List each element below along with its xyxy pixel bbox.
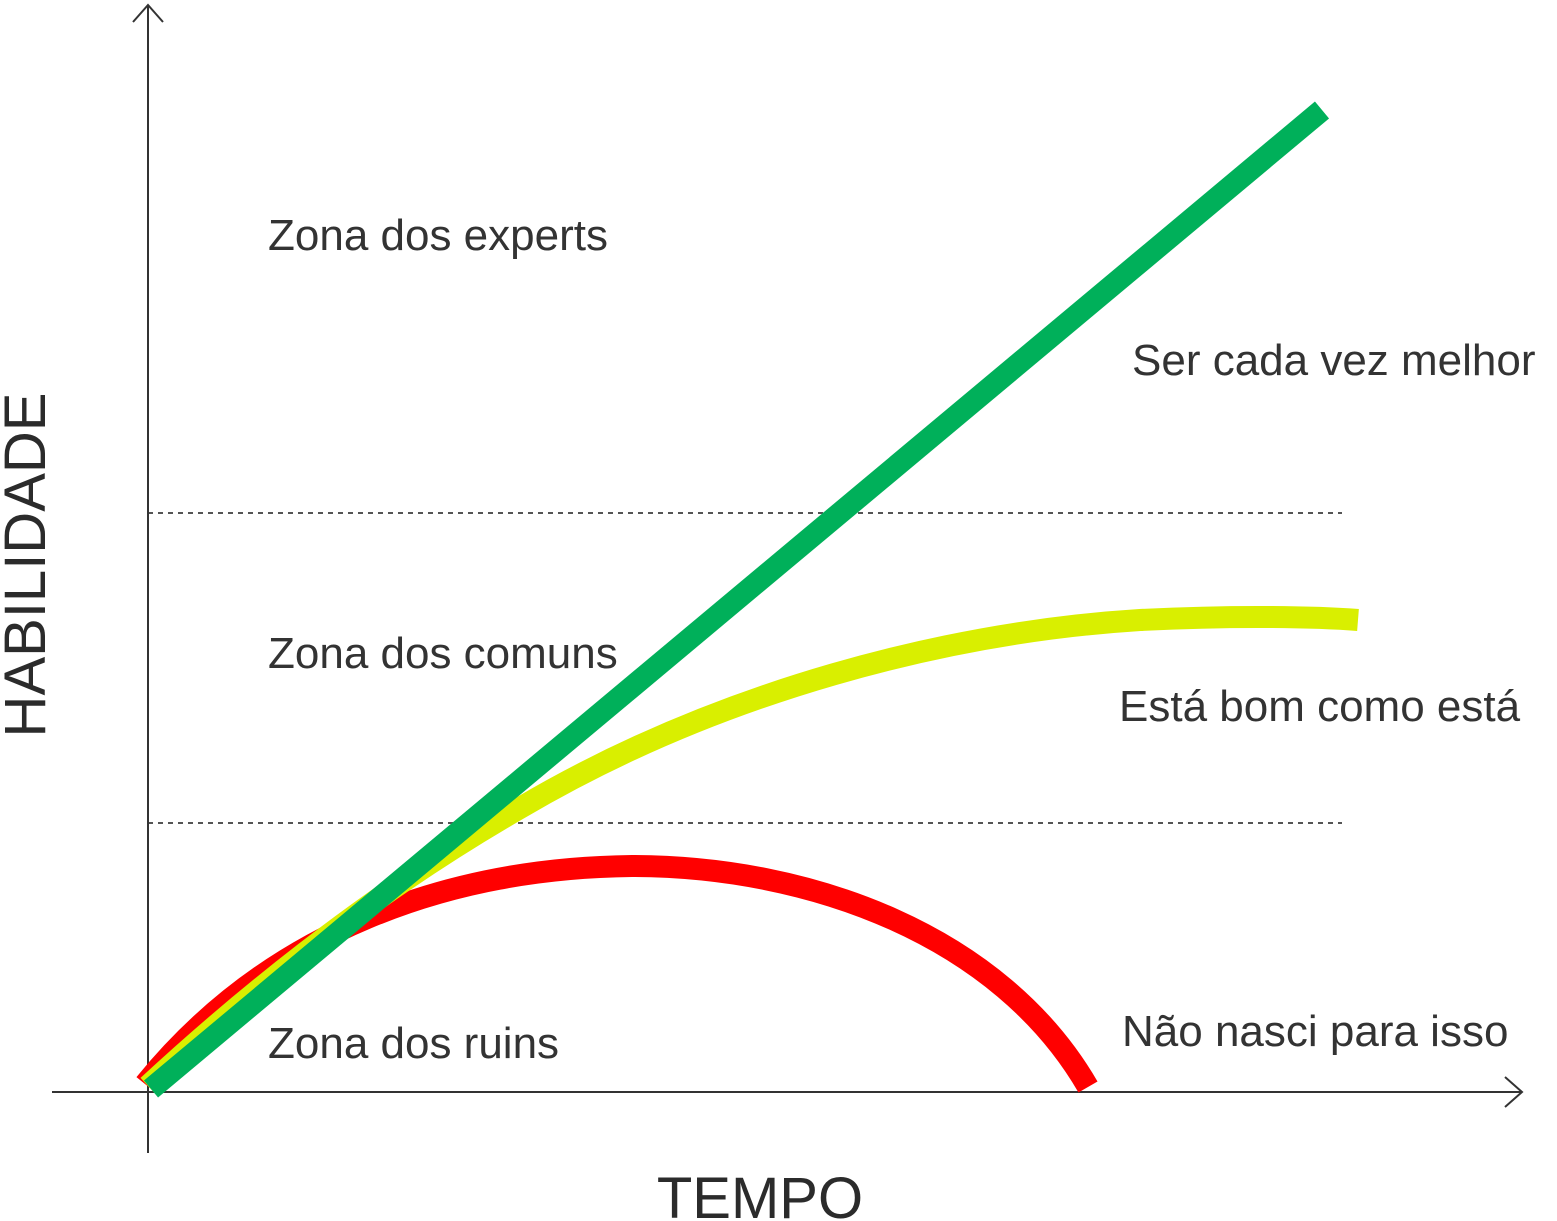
curve-label-bom: Está bom como está	[1119, 682, 1521, 731]
x-axis-title: TEMPO	[657, 1166, 863, 1221]
x-axis	[52, 1076, 1524, 1108]
zone-label-comuns: Zona dos comuns	[268, 629, 618, 678]
zone-label-ruins: Zona dos ruins	[268, 1019, 559, 1068]
y-axis-title: HABILIDADE	[0, 393, 58, 738]
y-axis	[132, 3, 164, 1153]
curve-label-melhor: Ser cada vez melhor	[1132, 336, 1536, 385]
zone-label-experts: Zona dos experts	[268, 211, 608, 260]
y-axis-arrow-icon	[132, 3, 164, 23]
curve-melhor	[143, 101, 1330, 1098]
x-axis-arrow-icon	[1504, 1076, 1524, 1108]
curve-label-nasci: Não nasci para isso	[1122, 1007, 1508, 1056]
